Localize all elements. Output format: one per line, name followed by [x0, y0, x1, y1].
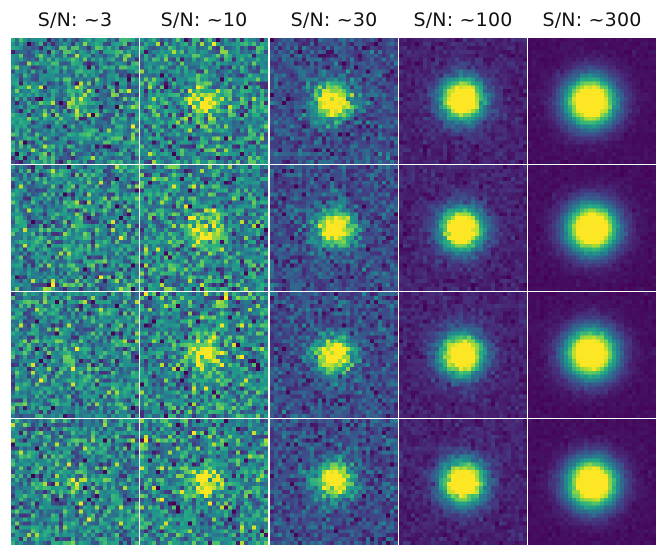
- source-image-canvas: [11, 165, 139, 291]
- source-image-canvas: [270, 419, 398, 545]
- source-image-r1-c3: [270, 38, 398, 164]
- source-image-r3-c1: [11, 292, 139, 418]
- source-image-canvas: [399, 165, 527, 291]
- source-image-canvas: [140, 292, 268, 418]
- column-title-snr-300: S/N: ~300: [542, 9, 642, 31]
- source-image-r3-c5: [528, 292, 656, 418]
- source-image-canvas: [528, 292, 656, 418]
- source-image-canvas: [270, 165, 398, 291]
- image-grid: [11, 38, 656, 545]
- column-title-snr-100: S/N: ~100: [413, 9, 513, 31]
- source-image-r4-c4: [399, 419, 527, 545]
- source-image-r2-c2: [140, 165, 268, 291]
- source-image-canvas: [399, 419, 527, 545]
- column-title-snr-30: S/N: ~30: [290, 9, 378, 31]
- source-image-r1-c4: [399, 38, 527, 164]
- source-image-r3-c2: [140, 292, 268, 418]
- source-image-canvas: [399, 292, 527, 418]
- source-image-r4-c3: [270, 419, 398, 545]
- source-image-r2-c3: [270, 165, 398, 291]
- column-title-snr-3: S/N: ~3: [37, 9, 113, 31]
- source-image-canvas: [528, 165, 656, 291]
- panel-divider: [11, 291, 656, 292]
- source-image-r4-c1: [11, 419, 139, 545]
- source-image-r3-c3: [270, 292, 398, 418]
- source-image-canvas: [399, 38, 527, 164]
- source-image-canvas: [270, 38, 398, 164]
- source-image-canvas: [140, 38, 268, 164]
- source-image-r1-c1: [11, 38, 139, 164]
- source-image-canvas: [270, 292, 398, 418]
- source-image-canvas: [11, 38, 139, 164]
- source-image-canvas: [140, 419, 268, 545]
- source-image-r1-c2: [140, 38, 268, 164]
- panel-divider: [11, 418, 656, 419]
- source-image-r4-c2: [140, 419, 268, 545]
- source-image-r4-c5: [528, 419, 656, 545]
- source-image-r2-c5: [528, 165, 656, 291]
- source-image-r2-c1: [11, 165, 139, 291]
- column-title-snr-10: S/N: ~10: [160, 9, 248, 31]
- source-image-r3-c4: [399, 292, 527, 418]
- source-image-canvas: [11, 419, 139, 545]
- source-image-canvas: [140, 165, 268, 291]
- source-image-r2-c4: [399, 165, 527, 291]
- source-image-canvas: [528, 38, 656, 164]
- source-image-canvas: [11, 292, 139, 418]
- source-image-r1-c5: [528, 38, 656, 164]
- source-image-canvas: [528, 419, 656, 545]
